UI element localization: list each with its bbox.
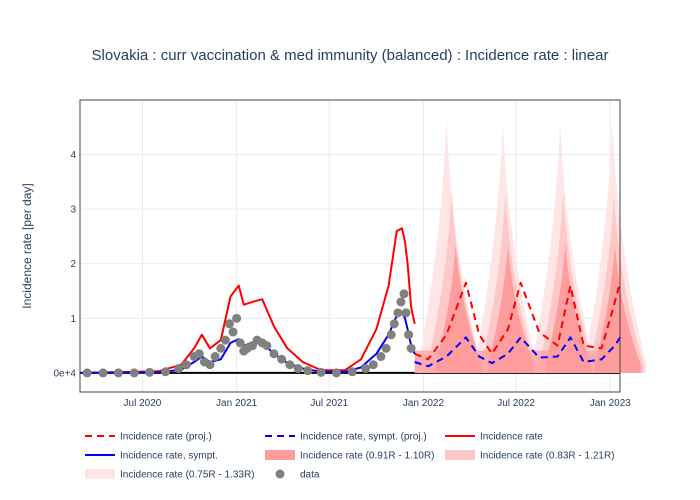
legend-label: Incidence rate (0.91R - 1.10R) (300, 451, 435, 462)
data-point (401, 308, 411, 318)
data-point (228, 327, 238, 337)
legend-label: Incidence rate, sympt. (120, 451, 218, 462)
band-peak (545, 244, 592, 373)
x-tick-label: Jan 2022 (403, 398, 445, 409)
data-point (220, 335, 230, 345)
plot-frame (79, 99, 621, 393)
x-tick-label: Jul 2022 (497, 398, 535, 409)
data-point (389, 319, 399, 329)
chart-title: Slovakia : curr vaccination & med immuni… (92, 47, 609, 64)
legend-swatch (275, 469, 285, 479)
x-tick-label: Jul 2020 (124, 398, 162, 409)
data-point (262, 341, 272, 351)
data-point (381, 343, 391, 353)
data-point (396, 297, 406, 307)
series-line (414, 281, 621, 361)
data-point (210, 352, 220, 362)
data-point (145, 367, 155, 377)
y-tick-label: 0e+4 (53, 368, 76, 379)
band-peak (594, 244, 641, 373)
legend-label: Incidence rate (0.83R - 1.21R) (480, 451, 615, 462)
data-point (393, 308, 403, 318)
data-point (361, 364, 371, 374)
data-point (224, 319, 234, 329)
data-point (303, 366, 313, 376)
data-point (406, 343, 416, 353)
data-point (160, 367, 170, 377)
data-point (82, 368, 92, 378)
legend-swatch (445, 450, 475, 460)
x-tick-label: Jul 2021 (310, 398, 348, 409)
data-point (293, 364, 303, 374)
data-point (205, 360, 215, 370)
y-tick-label: 4 (70, 150, 76, 161)
data-point (181, 360, 191, 370)
projection-bands (414, 119, 647, 373)
band-base (414, 350, 620, 373)
x-tick-label: Jan 2023 (590, 398, 632, 409)
y-tick-label: 1 (70, 314, 76, 325)
data-markers (82, 289, 416, 378)
legend-swatch (85, 469, 115, 479)
data-point (347, 367, 357, 377)
legend-label: Incidence rate (480, 432, 543, 443)
legend-swatch (265, 450, 295, 460)
data-point (316, 367, 326, 377)
data-point (331, 368, 341, 378)
legend-label: Incidence rate (proj.) (120, 432, 212, 443)
data-point (232, 313, 242, 323)
data-point (113, 368, 123, 378)
y-tick-label: 2 (70, 259, 76, 270)
data-point (269, 349, 279, 359)
series-line (79, 227, 416, 374)
data-point (285, 360, 295, 370)
legend-label: data (300, 470, 320, 481)
band-peak (435, 244, 482, 373)
data-point (376, 352, 386, 362)
y-tick-label: 3 (70, 205, 76, 216)
data-point (399, 289, 409, 299)
data-point (368, 360, 378, 370)
data-point (235, 338, 245, 348)
data-point (194, 349, 204, 359)
data-point (386, 330, 396, 340)
x-tick-label: Jan 2021 (216, 398, 258, 409)
y-axis-title: Incidence rate [per day] (20, 183, 34, 308)
series-line (79, 311, 416, 374)
data-point (98, 368, 108, 378)
legend: Incidence rate (proj.) Incidence rate, sy… (85, 432, 615, 481)
data-point (277, 354, 287, 364)
axis-ticks: Jul 2020 Jan 2021 Jul 2021 Jan 2022 Jul 2022… (53, 150, 631, 409)
data-point (174, 364, 184, 374)
legend-label: Incidence rate (0.75R - 1.33R) (120, 470, 255, 481)
data-point (404, 330, 414, 340)
data-point (216, 343, 226, 353)
legend-label: Incidence rate, sympt. (proj.) (300, 432, 427, 443)
data-point (129, 368, 139, 378)
